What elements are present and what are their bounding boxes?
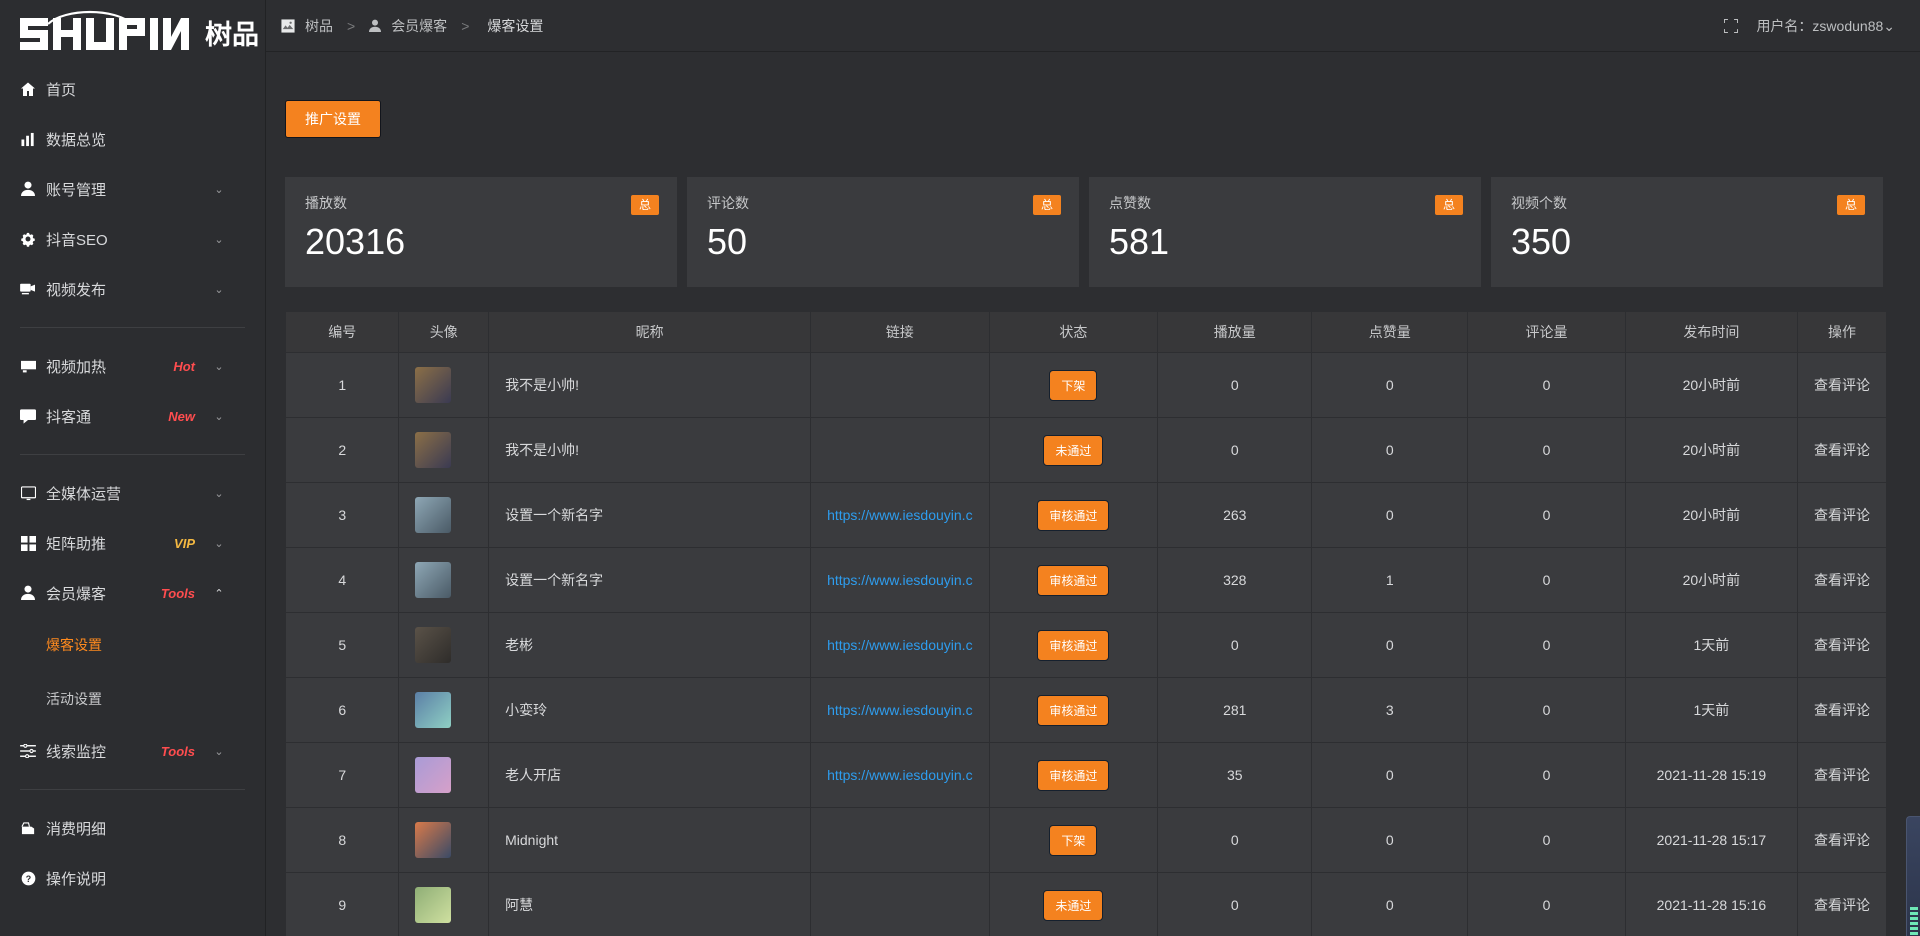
svg-text:树品: 树品 <box>205 20 259 50</box>
svg-text:?: ? <box>25 873 30 883</box>
